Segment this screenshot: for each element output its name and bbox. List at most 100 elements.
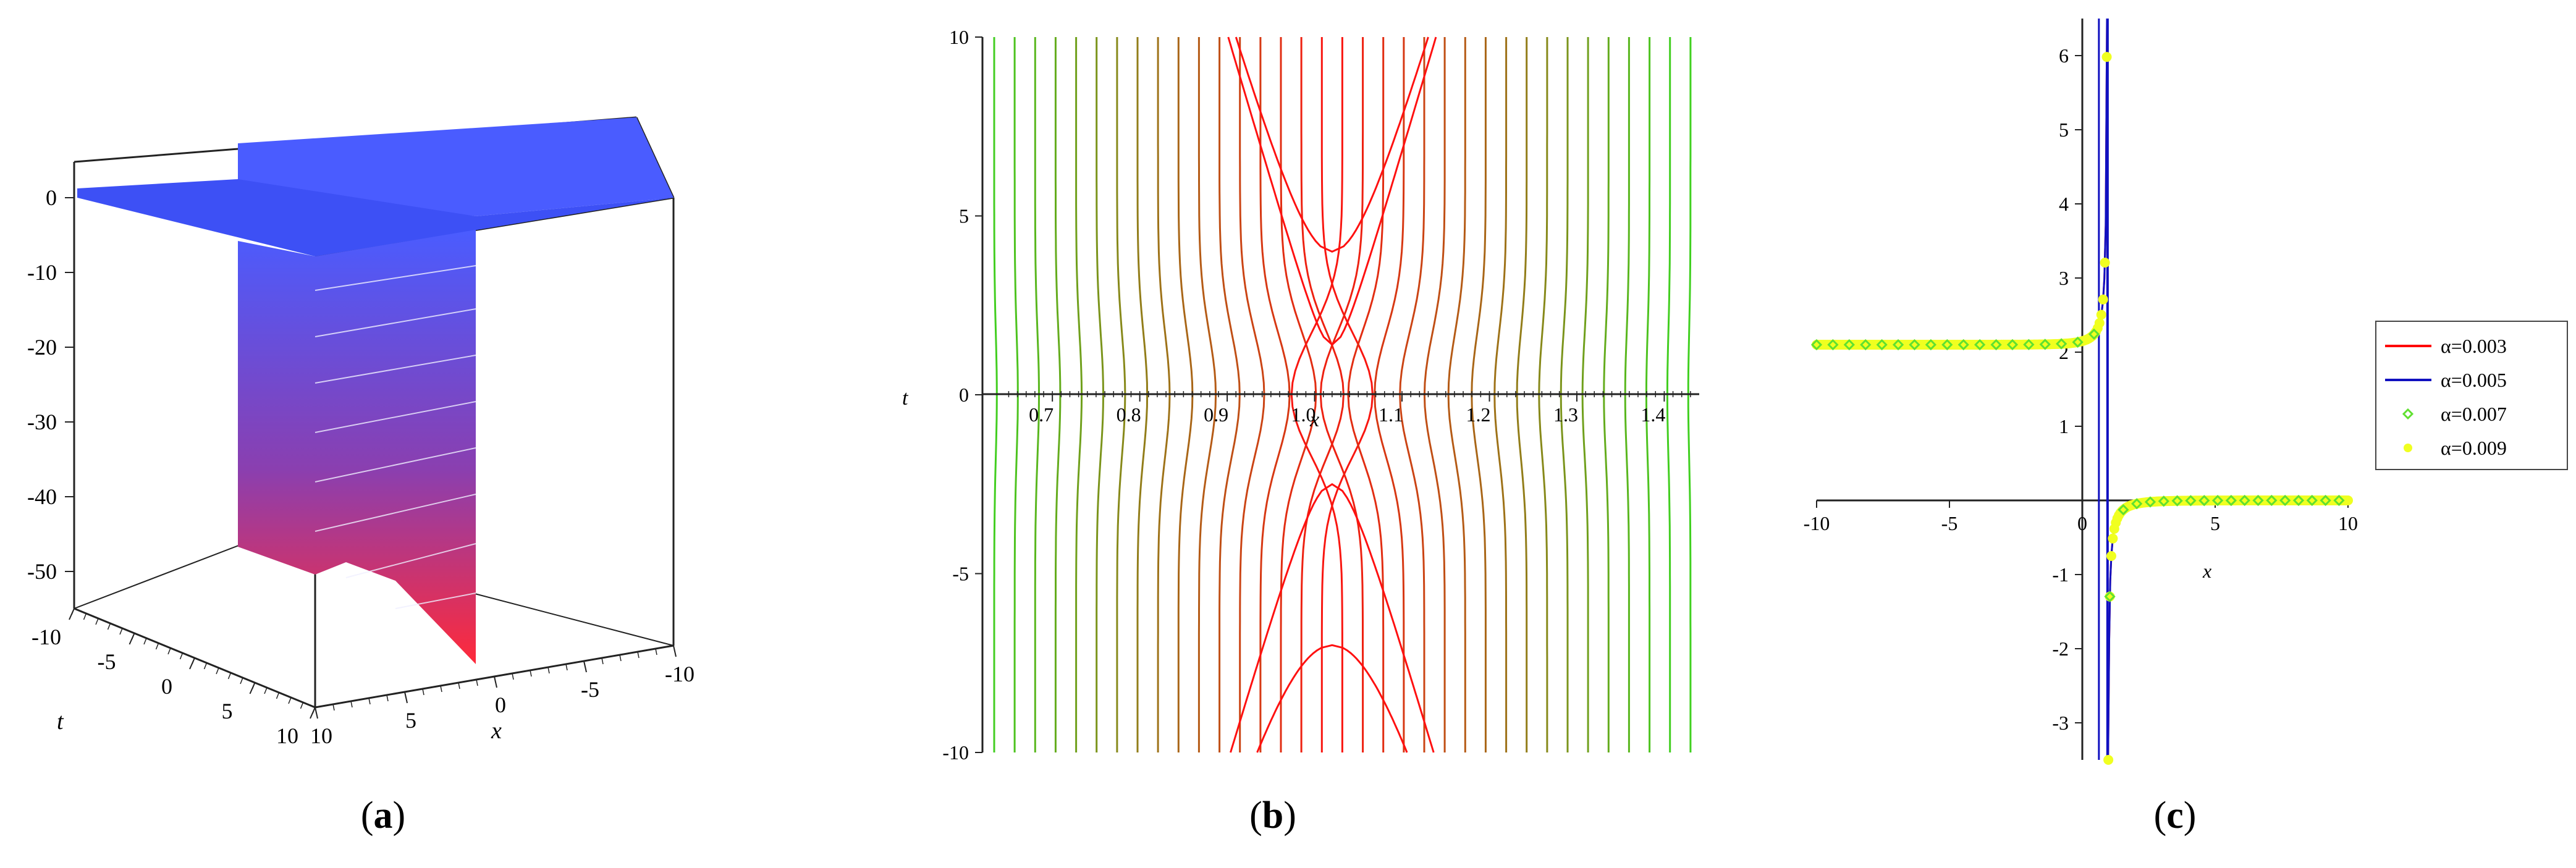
t-minor-tick [119,628,123,635]
series-alpha-0.007-point [2072,336,2084,348]
series-alpha-0.007-point [1810,339,1823,351]
series-alpha-0.009-point [2100,258,2110,268]
t-minor-tick [192,657,195,665]
series-alpha-0.007-point [1827,339,1839,351]
series-alpha-0.007-point [2088,328,2100,340]
y-tick-label: 5 [2059,119,2069,141]
t-minor-tick [143,638,147,645]
x-minor-tick [512,673,514,680]
x-minor-tick [476,679,478,686]
series-alpha-0.007-point [2239,494,2250,507]
t-minor-tick [131,633,135,640]
x-tick-label: -5 [581,677,599,702]
series-alpha-0.007-point [2279,494,2291,507]
surface-front-wall [238,230,476,664]
series-alpha-0.003 [1817,18,2108,346]
contour-line [1227,36,1437,346]
x-minor-tick [404,691,407,699]
series-alpha-0.007-point [2185,495,2197,507]
x-tick-label: 0 [2077,512,2087,534]
series-alpha-0.007-point [1925,339,1937,351]
t-tick-label: -5 [98,649,116,674]
x-minor-tick [422,688,424,696]
x-tick-label: 1.4 [1641,403,1665,426]
axis-label-x: x [491,718,502,744]
series-alpha-0.007-point [2306,494,2318,507]
series-alpha-0.007-point [2118,504,2129,516]
series-alpha-0.009-point [2101,52,2112,62]
legend-swatch [2402,408,2414,420]
t-tick-label: -10 [32,625,61,649]
t-minor-tick [288,697,292,704]
z-tick-label: -50 [27,559,57,584]
y-tick-label: 5 [959,205,969,227]
t-minor-tick [155,643,159,650]
x-minor-tick [673,645,675,652]
y-tick-label: 6 [2059,44,2069,67]
t-tick-label: 5 [222,699,233,723]
series-alpha-0.007-point [1990,339,2002,351]
series-alpha-0.009-point [2096,310,2106,320]
series-alpha-0.007-point [2252,494,2264,507]
y-tick-label: -10 [942,741,969,764]
series-alpha-0.007-point [2144,496,2156,508]
series-alpha-0.007-point [2104,591,2116,602]
t-minor-tick [179,652,184,660]
x-tick-label: 0.9 [1204,403,1228,426]
series-alpha-0.007-point [2006,339,2019,351]
series-alpha-0.005 [1817,18,2108,346]
y-tick-label: 1 [2059,415,2069,437]
y-tick-label: -5 [952,563,969,585]
legend-label: α=0.007 [2441,403,2507,425]
x-minor-tick [547,667,550,674]
legend-label: α=0.003 [2441,335,2507,357]
series-alpha-0.009-point [2103,755,2114,765]
series-alpha-0.007-point [1843,339,1855,351]
series-alpha-0.007-point [1941,339,1953,351]
series-alpha-0.009-point [2098,294,2108,305]
t-minor-tick [240,677,243,685]
y-tick-label: 3 [2059,267,2069,289]
contour-line [1235,36,1429,253]
caption-b: (b) [1249,794,1296,836]
legend-swatch [2404,444,2412,452]
x-tick-label: 1.2 [1466,403,1490,426]
series-alpha-0.007-point [2292,494,2305,507]
series-alpha-0.009-point [2094,318,2105,328]
z-tick-label: -10 [27,260,57,285]
series-alpha-0.007-point [1860,339,1872,351]
contour-line [1230,483,1435,753]
x-tick-label: 5 [405,708,416,733]
series-alpha-0.007-point [2198,495,2210,507]
t-minor-tick [107,623,111,630]
x-tick-label: 10 [2338,512,2358,534]
x-minor-tick [368,697,371,705]
series-alpha-0.007-point [2171,495,2183,507]
x-minor-tick [583,660,586,668]
series-alpha-0.007-point [1909,339,1920,351]
t-minor-tick [71,608,75,615]
contour-line [1256,644,1408,753]
x-minor-tick [350,701,353,708]
series-alpha-0.007-point [2131,498,2143,510]
y-tick-label: 10 [949,26,969,48]
axis-label-x: x [1309,408,1319,431]
t-minor-tick [95,618,99,625]
series-alpha-0.009-point [2106,550,2116,561]
axis-label-t: t [57,709,64,735]
series-alpha-0.007-point [2211,495,2224,507]
t-minor-tick [276,692,280,699]
x-tick-label: 0.8 [1117,403,1141,426]
x-tick-label: -10 [1804,512,1830,534]
z-tick-label: 0 [46,185,57,210]
x-minor-tick [315,707,317,714]
y-tick-label: -2 [2052,638,2069,660]
x-minor-tick [386,694,389,702]
t-minor-tick [251,682,256,689]
surface-top-plateau-front [77,179,674,256]
y-tick-label: -3 [2052,712,2069,734]
t-tick-label: 0 [161,674,172,699]
x-tick-label: 10 [310,723,332,748]
x-tick-label: 1.3 [1553,403,1578,426]
x-minor-tick [601,657,604,665]
